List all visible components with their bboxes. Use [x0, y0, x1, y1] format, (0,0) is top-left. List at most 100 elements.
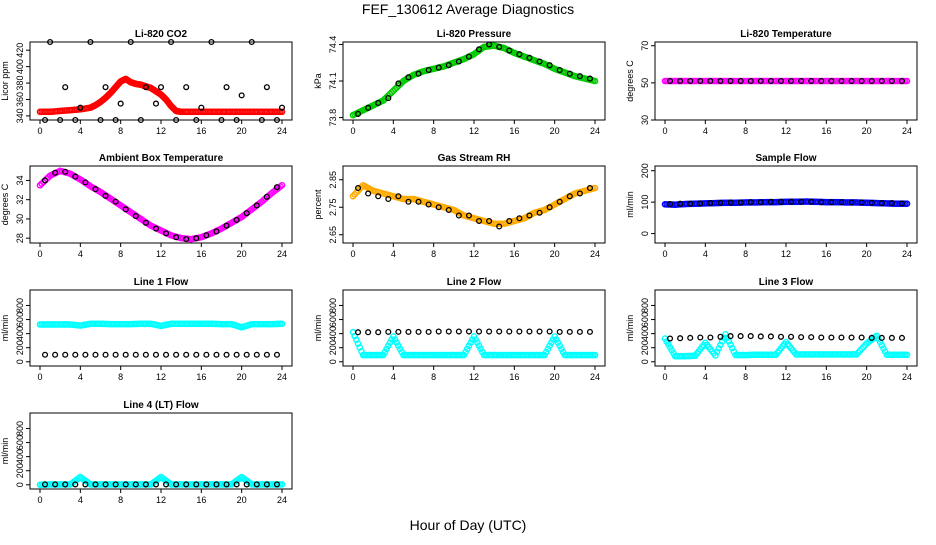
- data-point: [858, 199, 865, 206]
- data-point: [72, 116, 79, 124]
- y-tick-label: 200: [328, 340, 338, 355]
- data-point: [697, 77, 704, 85]
- data-point: [536, 328, 543, 335]
- data-point: [395, 80, 402, 87]
- data-point: [747, 333, 754, 340]
- x-tick-label: 0: [37, 372, 42, 382]
- data-point: [777, 198, 785, 205]
- data-point: [526, 328, 533, 335]
- data-point: [747, 77, 754, 85]
- data-point: [586, 75, 594, 82]
- y-tick-label: 0: [15, 482, 25, 487]
- y-tick-label: 340: [15, 108, 25, 123]
- x-tick-label: 0: [350, 372, 355, 382]
- data-point: [725, 337, 733, 345]
- data-point: [385, 195, 392, 203]
- x-tick-label: 4: [391, 249, 396, 259]
- data-point: [526, 212, 533, 219]
- data-point: [258, 116, 265, 124]
- x-tick-label: 12: [156, 249, 166, 259]
- data-point: [395, 82, 402, 90]
- data-point: [152, 351, 160, 358]
- data-point: [737, 199, 744, 206]
- data-point: [898, 334, 906, 341]
- x-tick-label: 12: [781, 249, 791, 259]
- data-point: [848, 334, 855, 341]
- y-axis-label: ml/min: [313, 315, 323, 342]
- data-point: [536, 209, 543, 216]
- plot-frame: [342, 165, 606, 244]
- data-point: [52, 169, 59, 176]
- series-2: [354, 184, 594, 230]
- data-point: [213, 481, 220, 488]
- data-point: [77, 104, 84, 111]
- data-point: [82, 351, 89, 358]
- data-point: [405, 74, 412, 81]
- x-tick-label: 0: [662, 249, 667, 259]
- data-point: [475, 328, 483, 335]
- series-1: [36, 75, 286, 116]
- data-point: [697, 200, 704, 207]
- data-point: [263, 351, 270, 358]
- data-point: [168, 38, 175, 46]
- x-tick-label: 16: [196, 249, 206, 259]
- data-point: [717, 333, 724, 340]
- data-point: [455, 212, 462, 219]
- data-point: [576, 190, 583, 197]
- data-point: [878, 77, 885, 85]
- chart-panel-6: Sample Flow ml/min 0 4 8 12 16 20 24 0 100 200: [625, 153, 918, 259]
- data-point: [727, 341, 734, 349]
- data-point: [395, 328, 402, 335]
- x-tick-label: 8: [118, 126, 123, 136]
- data-point: [388, 89, 395, 96]
- data-point: [858, 334, 865, 341]
- data-point: [127, 38, 134, 46]
- data-point: [546, 204, 553, 211]
- series-2: [666, 333, 906, 342]
- data-point: [445, 62, 452, 69]
- data-point: [767, 333, 774, 340]
- data-point: [798, 77, 805, 85]
- chart-title: Line 1 Flow: [134, 277, 189, 288]
- x-tick-label: 4: [391, 126, 396, 136]
- data-point: [556, 198, 563, 205]
- data-point: [223, 481, 230, 488]
- data-point: [898, 200, 906, 207]
- x-tick-label: 16: [509, 372, 519, 382]
- data-point: [818, 334, 825, 341]
- y-tick-label: 200: [15, 463, 25, 478]
- data-point: [435, 64, 442, 71]
- data-point: [425, 201, 432, 208]
- data-point: [747, 199, 754, 206]
- x-tick-label: 16: [509, 126, 519, 136]
- data-point: [381, 95, 389, 103]
- y-tick-label: 0: [640, 231, 650, 236]
- data-point: [727, 199, 734, 206]
- data-point: [162, 351, 170, 358]
- data-point: [375, 193, 382, 200]
- data-point: [415, 328, 422, 335]
- data-point: [395, 193, 402, 200]
- x-tick-label: 4: [78, 249, 83, 259]
- data-point: [41, 177, 49, 184]
- data-point: [122, 481, 129, 488]
- x-tick-label: 0: [37, 495, 42, 505]
- data-point: [828, 199, 835, 206]
- data-point: [486, 217, 493, 225]
- data-point: [425, 66, 432, 74]
- data-point: [173, 481, 180, 488]
- data-point: [132, 481, 139, 488]
- x-tick-label: 20: [237, 495, 247, 505]
- data-point: [52, 481, 59, 488]
- series-1: [349, 328, 599, 359]
- x-tick-label: 24: [590, 126, 600, 136]
- data-point: [223, 222, 230, 229]
- data-point: [475, 217, 483, 225]
- x-tick-label: 4: [78, 495, 83, 505]
- y-axis-label: Licor ppm: [0, 61, 10, 101]
- data-point: [715, 345, 723, 352]
- data-point: [102, 351, 109, 358]
- x-tick-label: 24: [902, 249, 912, 259]
- data-point: [365, 329, 372, 336]
- data-point: [546, 62, 553, 69]
